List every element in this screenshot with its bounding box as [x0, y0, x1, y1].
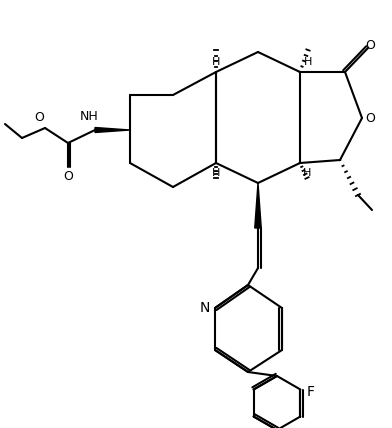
Text: O: O: [63, 169, 73, 182]
Text: O: O: [34, 110, 44, 124]
Text: NH: NH: [80, 110, 98, 122]
Text: H: H: [303, 168, 311, 178]
Text: O: O: [365, 39, 375, 51]
Text: H: H: [304, 57, 312, 67]
Polygon shape: [255, 183, 261, 228]
Text: H: H: [212, 57, 220, 67]
Polygon shape: [95, 128, 130, 133]
Text: F: F: [307, 384, 314, 398]
Text: O: O: [365, 112, 375, 125]
Text: N: N: [200, 301, 210, 315]
Text: H: H: [212, 168, 220, 178]
